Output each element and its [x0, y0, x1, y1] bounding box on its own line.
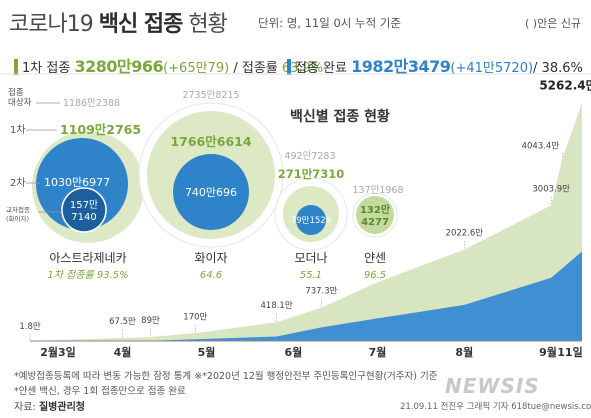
janssen-target-value: 137만1968 — [352, 185, 403, 196]
janssen-name: 얀센 — [364, 251, 386, 265]
pfizer-rate: 64.6 — [200, 270, 222, 281]
data-point-label: 4043.4만 — [522, 141, 560, 151]
data-point-label: 737.3만 — [305, 287, 337, 297]
data-point-label: 67.5만 — [109, 317, 136, 327]
credit-line: 21.09.11 전진우 그래픽 기자 618tue@newsis.com — [400, 402, 591, 412]
pfizer-second-circle — [173, 154, 249, 230]
data-point-label: 3003.9만 — [532, 184, 570, 194]
data-point-label: 1.8만 — [19, 322, 41, 332]
moderna-second-value: 79만1529 — [291, 216, 331, 226]
source-label: 자료: — [14, 402, 36, 413]
second-row-label: 2차 — [10, 177, 26, 189]
x-tick-label: 4월 — [114, 345, 132, 359]
az-name: 아스트라제네카 — [49, 251, 126, 265]
moderna-rate: 55.1 — [300, 270, 322, 281]
full-dose-new: (+41만5720) — [450, 61, 534, 76]
first-dose-new: (+65만79) — [163, 61, 230, 76]
point-label-group: 1.8만 67.5만 89만 170만 418.1만 737.3만 2022.6만 3003.… — [19, 77, 591, 340]
bubble-section-title: 백신별 접종 현황 — [290, 108, 390, 125]
data-point-label: 418.1만 — [261, 301, 293, 311]
first-dose-marker — [14, 59, 18, 75]
az-first-value: 1109만2765 — [60, 122, 141, 137]
az-target-value: 1186만2388 — [63, 98, 120, 109]
moderna-first-value: 271만7310 — [278, 167, 345, 181]
target-label-2: 대상자 — [8, 97, 32, 108]
first-row-label: 1차 — [10, 124, 26, 136]
x-tick-label: 2월3일 — [40, 345, 76, 359]
data-point-label: 5262.4만 — [539, 77, 591, 92]
full-dose-marker — [287, 59, 291, 75]
data-point-label: 170만 — [183, 312, 207, 322]
target-label-1: 접종 — [8, 87, 24, 98]
source-line: 자료: 질병관리청 — [14, 398, 85, 413]
first-rate-label: / 접종률 — [233, 61, 278, 76]
full-rate-value: / 38.6% — [533, 61, 583, 76]
paren-note: ( )안은 신규 — [525, 17, 582, 30]
newsis-logo: NEWSIS — [445, 374, 540, 398]
x-tick-label: 7월 — [369, 345, 387, 359]
footnote-1: *예방접종등록에 따라 변동 가능한 잠정 통계 ※*2020년 12월 행정안… — [14, 371, 438, 382]
full-dose-summary: 접종 완료 1982만3479(+41만5720)/ 38.6% — [287, 53, 583, 77]
title-suffix: 현황 — [188, 12, 227, 37]
full-dose-value: 1982만3479 — [351, 57, 451, 76]
x-tick-label: 11일 — [557, 345, 582, 359]
az-second-value: 1030만6977 — [44, 176, 110, 189]
janssen-first-circle — [356, 196, 394, 234]
x-tick-label: 9월 — [539, 345, 557, 359]
area-full-dose — [30, 251, 582, 341]
source-value: 질병관리청 — [38, 402, 85, 413]
unit-note: 단위: 명, 11일 0시 누적 기준 — [258, 16, 401, 30]
az-cross-circle — [61, 187, 107, 233]
first-dose-label: 1차 접종 — [22, 61, 71, 76]
title-prefix: 코로나19 — [9, 12, 94, 37]
footnote-2: *얀센 백신, 경우 1회 접종만으로 접종 완료 — [14, 386, 186, 397]
area-first-dose — [30, 103, 582, 341]
title-bold: 백신 접종 — [98, 12, 184, 37]
pfizer-second-value: 740만696 — [185, 186, 237, 199]
first-dose-summary: 1차 접종 3280만966(+65만79) / 접종률 63.9% — [14, 53, 323, 77]
janssen-first-value-1: 132만 — [360, 203, 391, 216]
page-title: 코로나19 백신 접종 현황 — [9, 6, 228, 38]
x-tick-label: 5월 — [198, 345, 216, 359]
first-rate-value: 63.9% — [281, 61, 324, 76]
moderna-second-circle — [296, 205, 326, 235]
janssen-first-value-2: 4277 — [361, 217, 389, 228]
moderna-name: 모더나 — [294, 251, 327, 265]
x-tick-label: 8월 — [455, 345, 473, 359]
data-point-label: 89만 — [141, 316, 160, 326]
janssen-rate: 96.5 — [364, 270, 386, 281]
cross-label-2: (화이자) — [6, 214, 29, 223]
cross-label-1: 교차접종 — [6, 205, 30, 214]
moderna-target-value: 492만7283 — [284, 151, 335, 162]
x-tick-label: 6월 — [285, 345, 303, 359]
az-rate: 1차 접종률 93.5% — [47, 269, 128, 281]
data-point-label: 2022.6만 — [446, 229, 484, 239]
az-cross-value-2: 7140 — [71, 212, 96, 223]
first-dose-value: 3280만966 — [74, 57, 164, 76]
pfizer-name: 화이자 — [194, 251, 227, 265]
az-cross-value-1: 157만 — [70, 199, 98, 211]
x-tick-group: 2월3일 4월 5월 6월 7월 8월 9월 11일 — [40, 345, 583, 359]
full-dose-label: 접종 완료 — [295, 61, 347, 76]
pfizer-first-value: 1766만6614 — [170, 134, 251, 149]
pfizer-target-value: 2735만8215 — [182, 90, 239, 101]
